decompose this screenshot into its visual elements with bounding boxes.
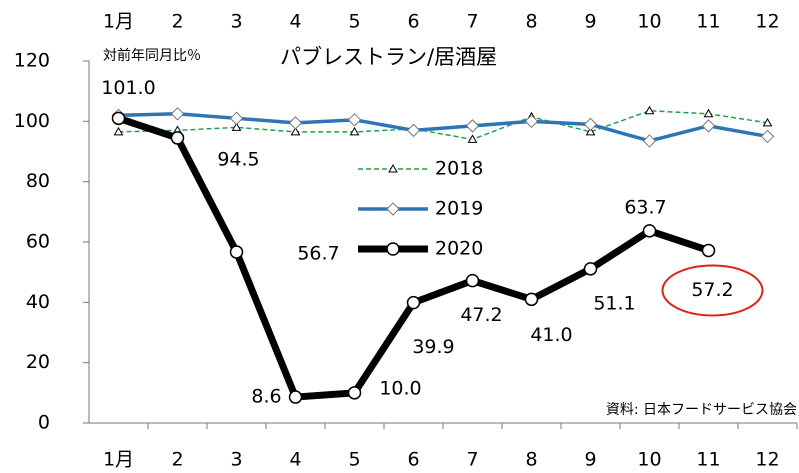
data-point [524, 292, 539, 307]
x-tick-label-top: 10 [637, 11, 661, 33]
y-tick-label: 60 [26, 231, 50, 253]
data-point [701, 243, 716, 258]
x-tick-label: 7 [466, 449, 478, 471]
data-point [170, 107, 185, 121]
legend-marker [386, 202, 400, 216]
data-point [467, 134, 478, 143]
x-tick-label: 8 [525, 449, 537, 471]
y-tick-label: 120 [14, 50, 50, 72]
x-tick-label-top: 12 [755, 11, 779, 33]
y-tick-label: 100 [14, 110, 50, 132]
x-tick-label-top: 2 [171, 11, 183, 33]
data-point [231, 122, 242, 131]
x-tick-label-top: 11 [696, 11, 720, 33]
data-point [111, 111, 126, 126]
value-label: 101.0 [101, 77, 155, 99]
legend-label: 2019 [435, 198, 483, 220]
data-point [229, 111, 244, 126]
series-line [118, 110, 768, 141]
x-tick-label: 6 [407, 449, 419, 471]
data-point [642, 134, 657, 148]
x-tick-label: 12 [755, 449, 779, 471]
source-note: 資料: 日本フードサービス協会 [606, 402, 797, 418]
data-point [406, 295, 421, 310]
x-tick-label: 11 [696, 449, 720, 471]
x-tick-label-top: 4 [289, 11, 301, 33]
x-tick-label: 1月 [103, 449, 134, 471]
series-line [118, 112, 768, 143]
data-point [347, 386, 362, 400]
x-tick-label-top: 9 [584, 11, 596, 33]
data-point [290, 126, 301, 136]
data-point [229, 245, 244, 259]
value-label: 63.7 [624, 196, 666, 218]
value-label: 39.9 [412, 336, 454, 358]
data-point [642, 224, 657, 238]
x-tick-label-top: 1月 [103, 11, 134, 33]
data-point [113, 126, 124, 136]
x-tick-label-top: 6 [407, 11, 419, 33]
data-point [701, 119, 716, 133]
x-tick-label: 10 [637, 449, 661, 471]
legend-label: 2018 [435, 158, 483, 180]
data-point [288, 390, 303, 404]
x-tick-label-top: 7 [466, 11, 478, 33]
value-label: 8.6 [251, 386, 281, 408]
x-tick-label: 3 [230, 449, 242, 471]
data-point [585, 126, 596, 136]
value-label: 57.2 [691, 279, 733, 301]
data-point [465, 273, 480, 288]
x-tick-label-top: 3 [230, 11, 242, 33]
value-label: 94.5 [217, 148, 259, 170]
value-label: 10.0 [379, 377, 421, 399]
x-tick-label: 5 [348, 449, 360, 471]
value-label: 56.7 [297, 242, 339, 264]
legend-marker [388, 163, 398, 173]
data-point [170, 131, 185, 145]
x-tick-label: 2 [171, 449, 183, 471]
value-label: 51.1 [593, 292, 635, 314]
chart-subtitle: 対前年同月比％ [103, 47, 201, 64]
data-point [347, 113, 362, 127]
data-point [406, 123, 421, 138]
data-point [583, 117, 598, 132]
data-point [762, 117, 773, 127]
y-tick-label: 0 [38, 412, 50, 434]
data-point [760, 129, 775, 144]
data-point [349, 126, 360, 136]
x-tick-label-top: 8 [525, 11, 537, 33]
y-tick-label: 40 [26, 291, 50, 313]
y-tick-label: 20 [26, 351, 50, 373]
data-point [583, 262, 598, 276]
legend-marker [386, 242, 400, 256]
data-point [644, 105, 655, 115]
data-point [703, 108, 714, 118]
highlight-circle [661, 264, 764, 317]
x-tick-label: 4 [289, 449, 301, 471]
legend-label: 2020 [435, 238, 483, 260]
data-point [524, 114, 539, 129]
chart-title: パブレストラン/居酒屋 [280, 45, 497, 69]
data-point [288, 116, 303, 130]
y-tick-label: 80 [26, 170, 50, 192]
x-tick-label-top: 5 [348, 11, 360, 33]
value-label: 47.2 [460, 304, 502, 326]
value-label: 41.0 [530, 324, 572, 346]
x-tick-label: 9 [584, 449, 596, 471]
data-point [465, 119, 480, 133]
